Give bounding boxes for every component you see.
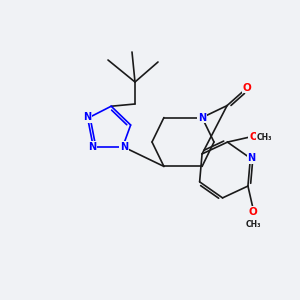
Text: N: N bbox=[120, 142, 128, 152]
Text: O: O bbox=[243, 82, 251, 93]
Text: CH₃: CH₃ bbox=[257, 133, 272, 142]
Text: CH₃: CH₃ bbox=[245, 220, 261, 229]
Text: O: O bbox=[249, 132, 258, 142]
Text: N: N bbox=[82, 112, 91, 122]
Text: N: N bbox=[198, 112, 206, 123]
Text: N: N bbox=[247, 153, 255, 163]
Text: N: N bbox=[88, 142, 96, 152]
Text: O: O bbox=[249, 207, 257, 217]
